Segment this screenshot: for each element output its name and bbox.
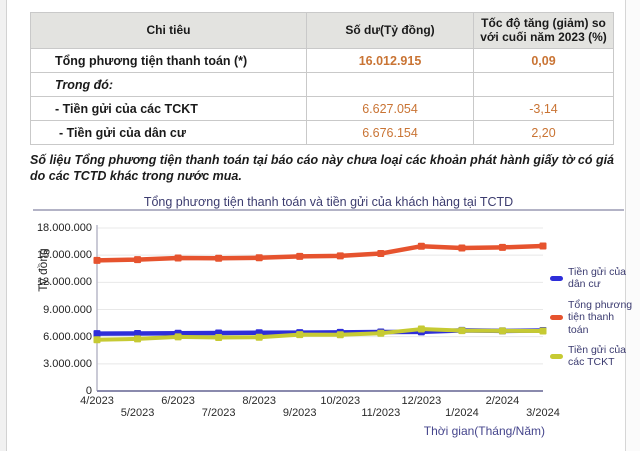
table-header-row: Chi tiêu Số dư(Tỷ đồng) Tốc độ tăng (giả… (30, 12, 614, 49)
data-point-marker (336, 252, 344, 260)
data-point-marker (498, 243, 506, 251)
x-tick-label: 5/2023 (120, 407, 155, 419)
data-point-marker (255, 333, 263, 341)
x-axis-title: Thời gian(Tháng/Năm) (423, 424, 545, 438)
table-row: - Tiền gửi của dân cư 6.676.154 2,20 (30, 120, 614, 145)
table-row: Tổng phương tiện thanh toán (*) 16.012.9… (30, 48, 614, 73)
row-label-total: Tổng phương tiện thanh toán (*) (30, 48, 307, 73)
x-tick-label: 11/2023 (361, 407, 401, 419)
data-point-marker (458, 244, 466, 252)
row-value-tckt: 6.627.054 (306, 96, 474, 121)
data-point-marker (296, 252, 304, 260)
x-tick-label: 9/2023 (282, 407, 317, 419)
data-point-marker (377, 250, 385, 258)
header-so-du-unit: (Tỷ đồng) (380, 22, 435, 37)
x-tick-label: 8/2023 (242, 395, 276, 407)
data-point-marker (539, 242, 547, 250)
data-point-marker (539, 327, 547, 335)
series-line (96, 243, 544, 263)
x-tick-label: 1/2024 (445, 407, 479, 419)
row-change-tckt: -3,14 (473, 96, 614, 121)
data-point-marker (215, 333, 223, 341)
x-tick-label: 4/2023 (80, 395, 114, 407)
x-tick-label: 10/2023 (320, 395, 361, 407)
data-point-marker (296, 331, 304, 339)
data-point-marker (417, 242, 425, 250)
data-point-marker (134, 335, 142, 343)
header-chi-tieu: Chi tiêu (30, 12, 307, 49)
legend-label: Tổng phương tiện thanh toán (568, 298, 633, 336)
row-change-empty (473, 72, 614, 97)
legend-label: Tiền gửi của các TCKT (568, 343, 627, 369)
header-so-du: Số dư(Tỷ đồng) (306, 12, 474, 49)
series-line (96, 327, 544, 342)
row-label-dan-cu: - Tiền gửi của dân cư (30, 120, 307, 145)
y-tick-label: 12.000.000 (36, 276, 92, 289)
data-point-marker (174, 254, 182, 262)
legend-marker-icon (550, 314, 563, 320)
data-point-marker (93, 330, 101, 338)
legend-item[interactable]: Tổng phương tiện thanh toán (550, 299, 634, 336)
data-point-marker (93, 256, 101, 264)
y-tick-label: 15.000.000 (36, 249, 92, 262)
left-page-border (0, 0, 7, 451)
y-tick-label: 6.000.000 (43, 330, 92, 343)
x-tick-label: 2/2024 (485, 395, 520, 407)
x-tick-label: 12/2023 (401, 395, 442, 407)
row-change-total: 0,09 (473, 48, 614, 73)
header-so-du-bold: Số dư (345, 22, 381, 37)
y-tick-label: 0 (85, 385, 92, 397)
chart-title: Tổng phương tiện thanh toán và tiền gửi … (143, 195, 514, 209)
chart-legend: Tiền gửi của dân cư Tổng phương tiện than… (550, 266, 634, 377)
chart-title-divider (33, 209, 624, 211)
x-tick-label: 6/2023 (161, 395, 195, 407)
row-change-dan-cu: 2,20 (473, 120, 614, 145)
row-value-empty (306, 72, 474, 97)
data-point-marker (134, 329, 142, 337)
header-toc-do: Tốc độ tăng (giảm) so với cuối năm 2023 … (473, 12, 614, 49)
data-point-marker (174, 333, 182, 341)
y-tick-label: 3.000.000 (43, 357, 92, 370)
data-point-marker (458, 327, 466, 335)
data-point-marker (134, 256, 142, 264)
row-label-trong-do: Trong đó: (30, 72, 307, 97)
row-value-total: 16.012.915 (306, 48, 474, 73)
data-point-marker (255, 254, 263, 262)
data-point-marker (498, 327, 506, 335)
legend-item[interactable]: Tiền gửi của dân cư (550, 266, 634, 291)
legend-marker-icon (550, 353, 563, 359)
footnote: Số liệu Tổng phương tiện thanh toán tại … (30, 153, 615, 183)
data-point-marker (377, 329, 385, 337)
x-tick-label: 3/2024 (526, 407, 560, 419)
y-tick-label: 9.000.000 (43, 303, 92, 316)
data-point-marker (336, 331, 344, 339)
x-tick-label: 7/2023 (201, 407, 236, 419)
legend-marker-icon (550, 275, 563, 281)
legend-item[interactable]: Tiền gửi của các TCKT (550, 344, 634, 369)
right-page-border (625, 0, 640, 451)
data-point-marker (215, 254, 223, 262)
table-row: Trong đó: (30, 72, 614, 97)
y-tick-label: 18.000.000 (36, 222, 92, 234)
data-point-marker (417, 325, 425, 333)
data-point-marker (93, 336, 101, 344)
legend-label: Tiền gửi của dân cư (568, 266, 627, 291)
money-supply-table: Chi tiêu Số dư(Tỷ đồng) Tốc độ tăng (giả… (30, 12, 614, 145)
